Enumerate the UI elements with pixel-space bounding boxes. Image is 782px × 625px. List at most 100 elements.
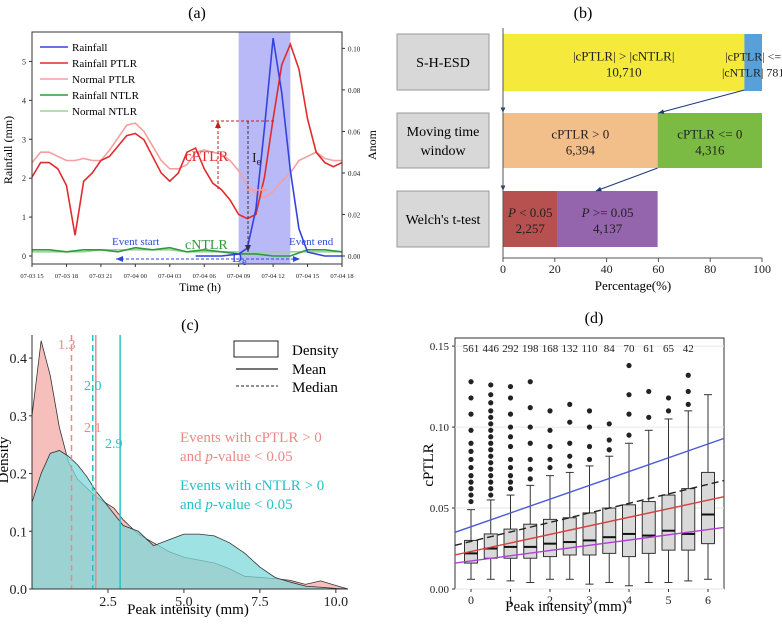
panel-d-outlier xyxy=(488,460,494,466)
panel-b-xtick-label: 40 xyxy=(601,262,613,276)
panel-b-segment-value: 4,316 xyxy=(695,143,725,158)
panel-d-outlier xyxy=(527,424,533,430)
panel-d-outlier xyxy=(488,382,494,388)
panel-d-outlier xyxy=(507,479,514,485)
panel-b-bar-segment-1-1 xyxy=(657,113,762,168)
panel-d-outlier xyxy=(507,486,514,492)
panel-d-box xyxy=(543,518,557,558)
panel-b-xlabel: Percentage(%) xyxy=(595,278,672,293)
panel-d-outlier xyxy=(527,466,533,472)
panel-b-step-box-3 xyxy=(396,190,490,248)
panel-label-c: (c) xyxy=(181,317,199,334)
panel-b-xtick-label: 0 xyxy=(500,262,506,276)
panel-d-box xyxy=(523,523,538,559)
legend-rainfall-ntlr: Rainfall NTLR xyxy=(72,90,140,102)
panel-a-xtick-label: 07-04 15 xyxy=(296,273,319,280)
panel-b-step-1-label: S-H-ESD xyxy=(416,56,470,71)
panel-a-xlabel: Time (h) xyxy=(179,280,221,294)
panel-c-vline-label-1: 1.3 xyxy=(58,338,76,353)
panel-d-outlier xyxy=(606,421,612,427)
panel-d-outlier xyxy=(586,408,593,414)
panel-b-segment-value: 4,137 xyxy=(593,221,623,236)
panel-d-count-label: 446 xyxy=(483,343,500,355)
panel-d-box xyxy=(661,494,676,551)
legend-density-swatch xyxy=(233,340,279,358)
panel-b-bar-segment-1-0 xyxy=(503,113,658,168)
panel-d-ytick-label: 0.05 xyxy=(430,503,450,515)
panel-d-outlier xyxy=(468,498,474,505)
panel-d-outlier xyxy=(488,414,494,420)
panel-d-count-label: 168 xyxy=(542,343,559,355)
panel-d-box xyxy=(622,504,636,558)
panel-d-xtick-label: 6 xyxy=(705,593,711,607)
panel-a-ylabel-right: Anom xyxy=(365,129,379,160)
panel-d-outlier xyxy=(527,476,533,482)
panel-a-event-start: Event start xyxy=(112,236,159,248)
panel-b-bar-segment-2-0 xyxy=(503,191,558,247)
panel-a-xtick-label: 07-04 18 xyxy=(330,273,353,280)
panel-c-density-cntlr xyxy=(31,450,349,590)
panel-d-outlier xyxy=(468,448,474,454)
panel-d-xlabel: Peak intensity (mm) xyxy=(505,599,627,615)
panel-c-cyan-text-1: Events with cNTLR > 0 xyxy=(180,478,324,494)
panel-b-segment-label: cPTLR <= 0 xyxy=(677,127,742,142)
panel-b-xtick-label: 100 xyxy=(753,262,771,276)
panel-d-outlier xyxy=(507,464,514,471)
panel-d-outlier xyxy=(468,440,474,446)
panel-d-outlier xyxy=(586,424,593,430)
panel-a-xtick-label: 07-03 18 xyxy=(55,273,78,280)
panel-c-density: 0.0 0.1 0.2 0.3 0.4 2.5 5.0 7.5 10.0 Density Mea… xyxy=(0,335,349,618)
panel-d-box xyxy=(582,512,597,556)
panel-d-outlier xyxy=(586,456,593,463)
panel-d-outlier xyxy=(626,392,632,398)
panel-b-segment-label: |cPTLR| <= xyxy=(725,50,781,64)
panel-a-ytick-left-label: 3 xyxy=(22,135,26,144)
panel-c-ytick-label: 0.3 xyxy=(10,410,28,425)
panel-d-count-label: 70 xyxy=(624,343,636,355)
panel-a-series-rainfall-ptlr xyxy=(31,41,343,236)
panel-c-ytick-label: 0.0 xyxy=(10,583,28,598)
panel-d-outlier xyxy=(488,473,494,479)
panel-d-outlier xyxy=(488,486,494,492)
panel-a-ytick-left-label: 4 xyxy=(22,96,26,105)
panel-d-outlier xyxy=(527,405,533,411)
panel-b-segment-label: P >= 0.05 xyxy=(581,205,634,220)
panel-b-step-box-2 xyxy=(396,112,490,169)
panel-d-outlier xyxy=(488,466,494,472)
panel-d-outlier xyxy=(567,463,573,469)
panel-a-series-rainfall-ntlr xyxy=(32,246,343,257)
panel-d-outlier xyxy=(488,408,494,414)
panel-a-ytick-right-label: 0.06 xyxy=(348,128,361,136)
panel-d-count-label: 198 xyxy=(522,343,539,355)
panel-d-outlier xyxy=(606,447,612,453)
panel-a-xtick-label: 07-03 21 xyxy=(89,273,112,280)
panel-b-segment-label: |cPTLR| > |cNTLR| xyxy=(573,49,675,64)
panel-b-step-3-label: Welch's t-test xyxy=(406,213,481,228)
panel-c-ytick-label: 0.1 xyxy=(10,525,28,540)
panel-label-b: (b) xyxy=(574,5,593,22)
panel-d-outlier xyxy=(507,395,514,401)
panel-a-cntlr-label: cNTLR xyxy=(185,238,228,253)
panel-d-count-label: 132 xyxy=(562,343,579,355)
panel-a-ytick-left-label: 2 xyxy=(22,174,26,183)
panel-c-vline-label-2: 2.0 xyxy=(84,379,102,394)
panel-a-de-label: De xyxy=(232,251,247,268)
panel-c-red-text-1: Events with cPTLR > 0 xyxy=(180,430,322,446)
panel-d-outlier xyxy=(527,379,533,385)
panel-d-outlier xyxy=(665,395,672,401)
panel-d-outlier xyxy=(626,432,632,438)
panel-d-outlier xyxy=(626,411,632,417)
panel-a-ytick-left-label: 0 xyxy=(22,252,26,261)
panel-d-boxplot: 561 446 292 198 168 132 110 84 70 61 65 420.000.050… xyxy=(421,337,725,615)
panel-a-ytick-right-label: 0.08 xyxy=(348,87,361,95)
panel-a-xtick-label: 07-04 06 xyxy=(193,273,217,280)
panel-d-outlier xyxy=(685,372,691,378)
panel-b-bar-segment-0-1 xyxy=(744,34,762,91)
panel-a-ytick-right-label: 0.02 xyxy=(348,211,361,219)
panel-d-outlier xyxy=(488,421,494,427)
panel-a-ylabel-left: Rainfall (mm) xyxy=(1,116,15,184)
panel-d-outlier xyxy=(488,392,494,398)
panel-b-segment-label: cPTLR > 0 xyxy=(551,127,609,142)
panel-d-outlier xyxy=(626,362,632,369)
panel-c-ytick-label: 0.4 xyxy=(10,352,28,367)
